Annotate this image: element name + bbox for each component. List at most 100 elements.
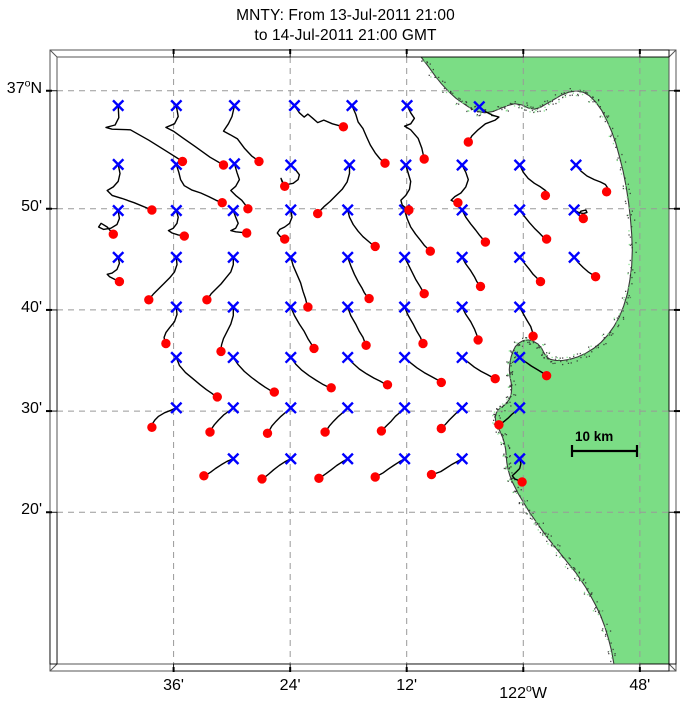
stipple-dot — [630, 272, 633, 274]
stipple-dot — [506, 109, 508, 111]
start-marker-x-icon — [456, 351, 469, 364]
stipple-dot — [515, 490, 517, 492]
stipple-dot — [591, 592, 593, 594]
stipple-dot — [574, 568, 576, 570]
stipple-dot — [627, 297, 629, 299]
stipple-dot — [511, 481, 513, 483]
start-marker-x-icon — [170, 99, 183, 112]
drifter-track — [317, 164, 351, 215]
stipple-dot — [545, 109, 547, 111]
stipple-dot — [560, 360, 562, 363]
stipple-dot — [594, 100, 596, 103]
stipple-dot — [628, 263, 630, 266]
x-stroke-b — [341, 452, 354, 465]
stipple-dot — [504, 403, 506, 405]
end-marker-dot-icon — [313, 208, 323, 219]
stipple-dot — [539, 531, 542, 534]
stipple-dot — [474, 106, 476, 109]
x-stroke-b — [284, 452, 297, 465]
stipple-dot — [588, 593, 590, 596]
stipple-dot — [622, 318, 625, 320]
start-marker-x-icon — [398, 452, 411, 465]
stipple-dot — [526, 102, 528, 104]
end-marker-dot-icon — [361, 340, 371, 350]
stipple-dot — [503, 444, 506, 446]
stipple-dot — [622, 310, 624, 312]
stipple-dot — [556, 96, 558, 98]
start-marker-x-icon — [513, 158, 526, 172]
stipple-dot — [618, 324, 620, 326]
frame-seg-left — [49, 309, 58, 412]
stipple-dot — [562, 96, 564, 98]
stipple-dot — [628, 243, 630, 246]
stipple-dot — [573, 354, 575, 356]
stipple-dot — [602, 628, 604, 630]
stipple-dot — [432, 65, 435, 68]
stipple-dot — [551, 545, 553, 547]
x-stroke-b — [399, 158, 412, 172]
stipple-dot — [633, 279, 635, 281]
start-marker-x-icon — [227, 351, 240, 364]
stipple-dot — [538, 523, 540, 525]
stipple-dot — [627, 217, 629, 219]
stipple-dot — [506, 361, 508, 363]
stipple-dot — [497, 409, 499, 411]
stipple-dot — [625, 185, 627, 187]
stipple-dot — [614, 329, 616, 331]
stipple-dot — [602, 333, 605, 335]
stipple-dot — [541, 104, 544, 106]
stipple-dot — [521, 107, 523, 109]
x-stroke-b — [284, 158, 297, 172]
end-marker-dot-icon — [376, 426, 387, 436]
start-marker-x-icon — [513, 401, 526, 414]
stipple-dot — [495, 431, 497, 433]
stipple-dot — [552, 361, 554, 363]
stipple-dot — [458, 103, 460, 105]
stipple-dot — [508, 350, 510, 352]
stipple-dot — [503, 404, 505, 406]
stipple-dot — [544, 355, 546, 357]
stipple-dot — [548, 351, 551, 354]
stipple-dot — [554, 362, 556, 364]
stipple-dot — [531, 342, 533, 345]
stipple-dot — [493, 411, 496, 413]
stipple-dot — [603, 337, 605, 339]
stipple-dot — [631, 276, 633, 279]
x-stroke-b — [398, 351, 411, 364]
start-marker-x-icon — [398, 351, 411, 364]
stipple-dot — [480, 113, 482, 115]
stipple-dot — [606, 116, 609, 119]
stipple-dot — [544, 100, 546, 103]
stipple-dot — [546, 358, 549, 360]
stipple-dot — [519, 495, 521, 497]
stipple-dot — [499, 407, 501, 409]
start-marker-x-icon — [284, 351, 297, 364]
stipple-dot — [529, 514, 532, 517]
stipple-dot — [627, 183, 629, 185]
stipple-dot — [632, 269, 634, 271]
stipple-dot — [634, 272, 636, 274]
stipple-dot — [610, 653, 612, 655]
stipple-dot — [542, 353, 544, 355]
scalebar-label: 10 km — [575, 429, 614, 444]
stipple-dot — [585, 356, 588, 358]
stipple-dot — [492, 422, 494, 424]
stipple-dot — [540, 347, 542, 349]
end-marker-dot-icon — [144, 295, 154, 305]
stipple-dot — [590, 593, 592, 595]
stipple-dot — [597, 604, 599, 606]
frame-seg-top — [406, 49, 524, 58]
stipple-dot — [426, 62, 429, 64]
x-stroke-b — [228, 99, 241, 112]
stipple-dot — [629, 236, 632, 238]
stipple-dot — [598, 610, 601, 612]
x-stroke-b — [341, 301, 354, 314]
stipple-dot — [536, 344, 539, 346]
stipple-dot — [497, 106, 499, 108]
drifter-track — [403, 104, 425, 160]
stipple-dot — [552, 362, 554, 365]
stipple-dot — [550, 361, 552, 363]
stipple-dot — [603, 109, 605, 111]
stipple-dot — [503, 455, 505, 457]
x-stroke-b — [112, 251, 125, 264]
